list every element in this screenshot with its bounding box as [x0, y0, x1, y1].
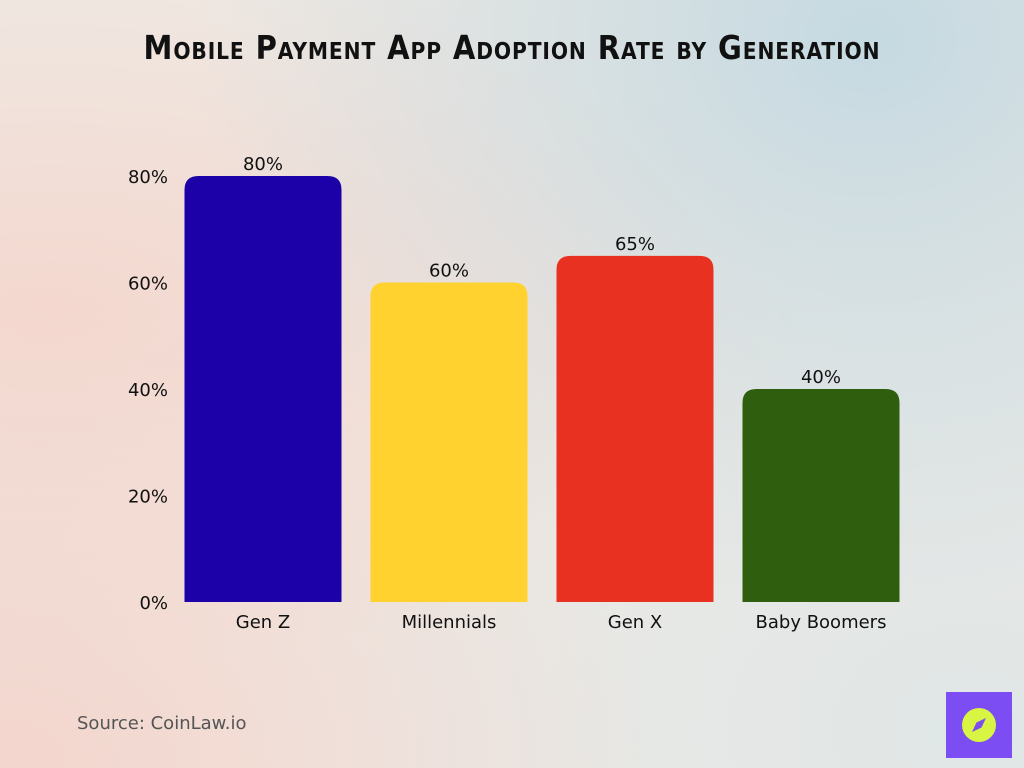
bar-millennials: [370, 282, 528, 602]
x-category-label: Baby Boomers: [756, 612, 887, 633]
bar-gen-x: [556, 255, 714, 602]
bar-baby-boomers: [742, 389, 900, 602]
compass-logo: [946, 692, 1012, 758]
value-label: 65%: [615, 234, 655, 255]
x-category-label: Gen X: [608, 612, 662, 633]
bars: [184, 176, 900, 602]
value-label: 60%: [429, 261, 469, 282]
y-tick-label: 60%: [128, 274, 168, 295]
x-axis: Gen Z Millennials Gen X Baby Boomers: [236, 612, 887, 633]
x-category-label: Gen Z: [236, 612, 290, 633]
chart-title: Mobile Payment App Adoption Rate by Gene…: [143, 28, 881, 67]
value-labels: 80% 60% 65% 40%: [243, 154, 841, 388]
x-category-label: Millennials: [402, 612, 497, 633]
compass-icon: [962, 708, 996, 742]
source-note: Source: CoinLaw.io: [77, 713, 247, 734]
bar-gen-z: [184, 176, 342, 602]
value-label: 40%: [801, 367, 841, 388]
value-label: 80%: [243, 154, 283, 175]
y-tick-label: 0%: [139, 593, 168, 614]
y-axis: 0% 20% 40% 60% 80%: [128, 167, 168, 614]
y-tick-label: 40%: [128, 380, 168, 401]
y-tick-label: 20%: [128, 487, 168, 508]
y-tick-label: 80%: [128, 167, 168, 188]
